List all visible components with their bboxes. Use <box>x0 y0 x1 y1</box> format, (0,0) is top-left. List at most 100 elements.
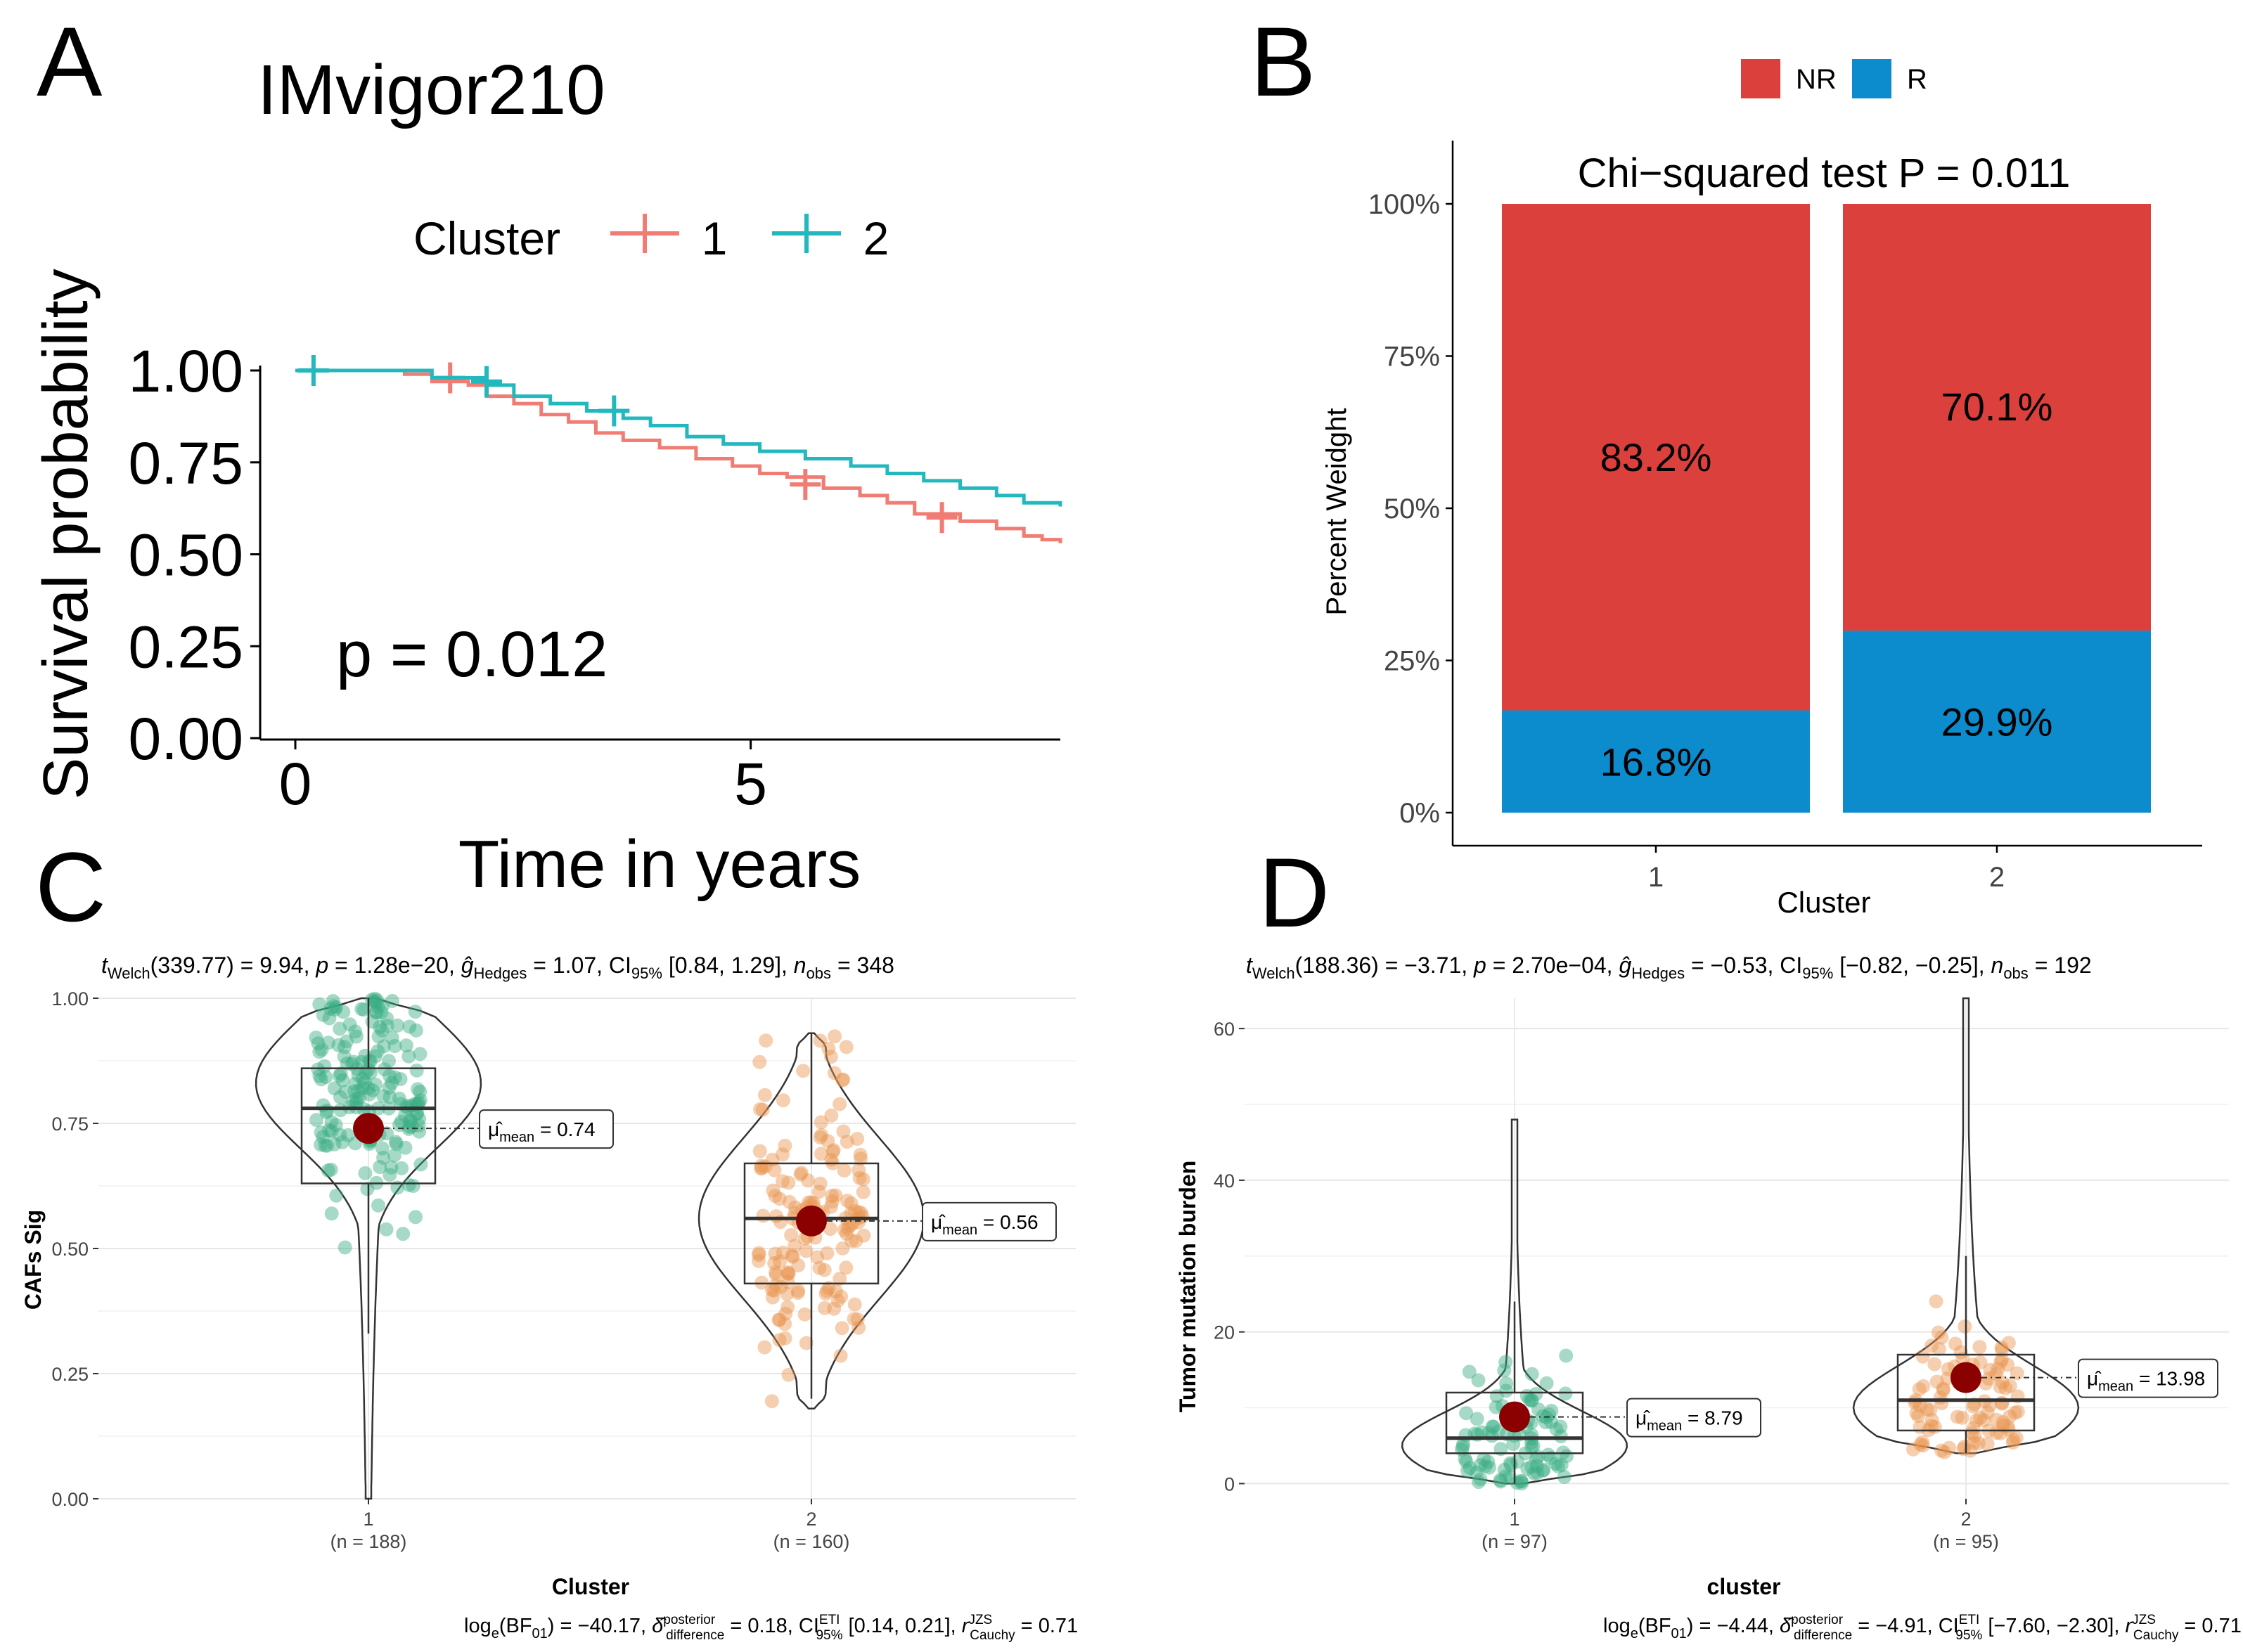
data-point-group-2 <box>796 1064 811 1078</box>
data-point-group-2 <box>827 1066 842 1080</box>
data-point-group-2 <box>780 1267 795 1282</box>
data-point-group-1 <box>399 1038 413 1053</box>
data-point-group-1 <box>1499 1383 1513 1398</box>
data-point-group-1 <box>328 1000 343 1014</box>
response-bars: 16.8% 83.2% 29.9% 70.1% <box>1502 204 2151 813</box>
box-group-2 <box>1896 1353 2036 1432</box>
data-point-group-2 <box>856 1172 870 1187</box>
data-point-group-1 <box>394 1161 409 1175</box>
data-point-group-1 <box>1558 1386 1573 1401</box>
data-point-group-2 <box>769 1265 783 1279</box>
data-point-group-1 <box>321 1035 335 1050</box>
data-point-group-1 <box>385 1031 399 1045</box>
survival-legend-title: Cluster <box>413 212 560 264</box>
data-point-group-2 <box>757 1340 772 1355</box>
legend-label-NR: NR <box>1796 64 1837 95</box>
panel-label-a: A <box>37 6 103 117</box>
stat-text-part: 95% <box>816 1628 842 1643</box>
data-point-group-1 <box>1522 1393 1537 1407</box>
data-point-group-2 <box>754 1161 769 1175</box>
mean-label-box <box>2078 1358 2218 1398</box>
data-point-group-2 <box>1913 1437 1928 1452</box>
data-point-group-2 <box>1958 1319 1972 1334</box>
data-point-group-2 <box>856 1185 870 1199</box>
bar-label-R-cluster-1: 16.8% <box>1600 740 1712 784</box>
data-point-group-2 <box>1920 1402 1934 1417</box>
data-point-group-2 <box>821 1134 835 1148</box>
data-point-group-1 <box>368 995 383 1010</box>
stat-text-part: difference <box>1794 1628 1852 1643</box>
data-point-group-1 <box>383 1090 397 1104</box>
data-point-group-1 <box>320 1138 335 1153</box>
data-point-group-1 <box>352 1090 367 1105</box>
data-point-group-1 <box>380 1019 394 1033</box>
data-point-group-2 <box>772 1312 787 1327</box>
data-point-group-1 <box>368 991 382 1006</box>
stat-text-part: μ̂ <box>1635 1407 1650 1429</box>
data-point-group-2 <box>828 1029 842 1044</box>
data-point-group-2 <box>837 1222 851 1237</box>
data-point-group-2 <box>1924 1338 1939 1353</box>
data-point-group-1 <box>1485 1419 1500 1434</box>
data-point-group-1 <box>335 1073 350 1088</box>
data-point-group-1 <box>1557 1470 1572 1484</box>
data-point-group-1 <box>316 1130 330 1144</box>
response-y-tick-label: 25% <box>1384 646 1440 677</box>
legend-label-R: R <box>1907 64 1927 95</box>
data-point-group-2 <box>851 1163 866 1177</box>
data-point-group-2 <box>844 1196 859 1211</box>
data-point-group-2 <box>1927 1357 1942 1372</box>
data-point-group-2 <box>1969 1413 1984 1428</box>
data-point-group-1 <box>387 1148 401 1163</box>
data-point-group-2 <box>835 1321 849 1336</box>
data-point-group-2 <box>851 1320 866 1335</box>
stat-text-part: = 8.79 <box>1682 1407 1742 1429</box>
data-point-group-1 <box>357 1075 372 1090</box>
survival-y-tick-label: 1.00 <box>129 338 244 404</box>
data-point-group-2 <box>1955 1410 1969 1425</box>
data-point-group-1 <box>1514 1473 1529 1488</box>
stat-text-part: n <box>794 953 806 978</box>
data-point-group-2 <box>782 1194 797 1209</box>
data-point-group-1 <box>1455 1440 1470 1454</box>
stat-text-part: = 0.71 <box>2178 1615 2242 1637</box>
data-point-group-1 <box>1497 1363 1512 1378</box>
stat-text-part: 01 <box>532 1626 548 1641</box>
data-point-group-1 <box>318 1138 333 1153</box>
data-point-group-1 <box>413 1157 428 1172</box>
stat-text-part: difference <box>666 1628 724 1643</box>
survival-axes: 0.00 0.25 0.50 0.75 1.00 0 5 <box>129 338 1060 817</box>
data-point-group-1 <box>1506 1437 1521 1452</box>
stat-text-part: μ̂ <box>2087 1368 2102 1390</box>
data-point-group-2 <box>1937 1445 1952 1459</box>
stat-text-part: 95% <box>631 964 662 982</box>
data-point-group-1 <box>1498 1355 1513 1369</box>
data-point-group-2 <box>1989 1426 2004 1440</box>
data-point-group-2 <box>813 1176 828 1191</box>
data-point-group-2 <box>791 1284 806 1298</box>
data-point-group-1 <box>314 1137 328 1152</box>
survival-x-axis-title: Time in years <box>458 827 861 902</box>
data-point-group-2 <box>1942 1440 1957 1455</box>
data-point-group-2 <box>1923 1402 1938 1417</box>
data-point-group-1 <box>1529 1459 1544 1473</box>
data-point-group-1 <box>1539 1376 1554 1390</box>
data-point-group-1 <box>365 1083 380 1097</box>
data-point-group-2 <box>797 1307 812 1322</box>
data-point-group-1 <box>377 1062 392 1077</box>
data-point-group-1 <box>355 1080 370 1095</box>
panel-label-b: B <box>1250 6 1316 117</box>
data-point-group-1 <box>331 1038 346 1052</box>
data-point-group-1 <box>319 1070 333 1085</box>
data-point-group-1 <box>342 1017 357 1032</box>
data-point-group-2 <box>793 1167 808 1182</box>
response-y-axis-title: Percent Weidght <box>1321 408 1352 616</box>
data-point-group-2 <box>840 1227 854 1241</box>
data-point-group-2 <box>821 1041 836 1056</box>
response-y-tick-label: 100% <box>1368 189 1440 220</box>
violin-group-2 <box>1852 997 2080 1454</box>
x-tick-count-label: (n = 97) <box>1482 1531 1548 1552</box>
